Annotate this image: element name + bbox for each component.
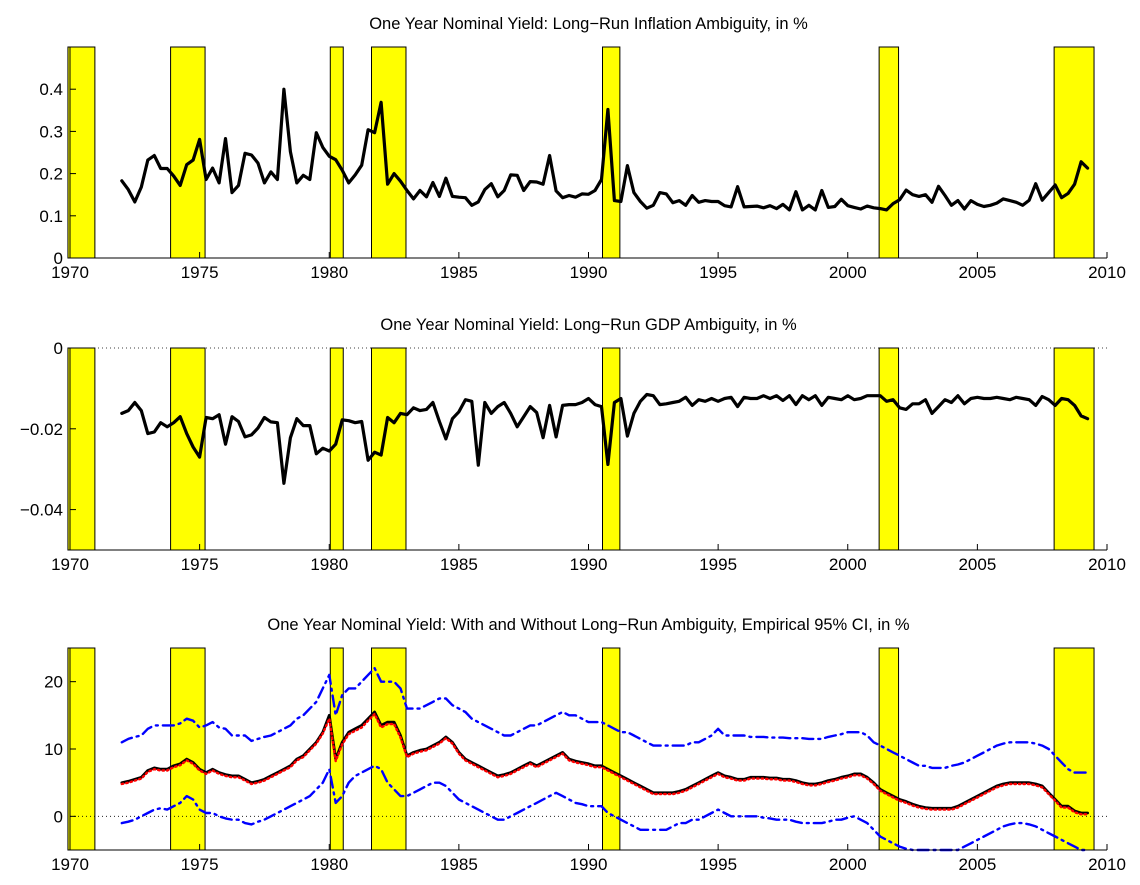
recession-band-1-6: [878, 46, 900, 259]
x-tick-label-3-2: 1975: [181, 855, 219, 874]
recession-band-2-4: [371, 347, 407, 551]
x-tick-label-1-4: 1985: [440, 263, 478, 282]
x-tick-label-1-5: 1990: [570, 263, 608, 282]
y-tick-label-2-1: 0: [54, 339, 63, 358]
x-tick-label-2-9: 2010: [1088, 555, 1126, 574]
y-tick-label-3-3: 20: [44, 673, 63, 692]
series-line-3-1: [120, 667, 1089, 774]
panel-2: 1970 1975 1980 1985 1990 1995 2000 2005 2010 0 −0.…: [20, 316, 1126, 574]
y-tick-label-1-2: 0.1: [39, 207, 63, 226]
x-tick-label-1-2: 1975: [181, 263, 219, 282]
y-tick-label-1-5: 0.4: [39, 80, 63, 99]
recession-band-3-4: [371, 647, 407, 851]
y-tick-label-2-2: −0.02: [20, 420, 63, 439]
y-tick-label-3-1: 0: [54, 807, 63, 826]
x-tick-label-3-8: 2005: [958, 855, 996, 874]
x-tick-label-2-4: 1985: [440, 555, 478, 574]
recession-band-1-1: [67, 46, 96, 259]
x-tick-label-1-9: 2010: [1088, 263, 1126, 282]
x-tick-label-3-4: 1985: [440, 855, 478, 874]
recession-band-1-4: [371, 46, 407, 259]
recession-band-1-2: [170, 46, 206, 259]
x-tick-label-3-3: 1980: [310, 855, 348, 874]
y-tick-label-1-1: 0: [54, 249, 63, 268]
recession-band-2-6: [878, 347, 900, 551]
y-tick-label-1-3: 0.2: [39, 165, 63, 184]
x-tick-label-3-6: 1995: [699, 855, 737, 874]
x-tick-label-2-5: 1990: [570, 555, 608, 574]
recession-band-1-7: [1053, 46, 1095, 259]
x-tick-label-2-1: 1970: [51, 555, 89, 574]
chart-title-3: One Year Nominal Yield: With and Without…: [267, 616, 909, 634]
recession-band-2-7: [1053, 347, 1095, 551]
recession-band-1-3: [329, 46, 344, 259]
panel-1: 1970 1975 1980 1985 1990 1995 2000 2005 2010 0 0.1…: [39, 15, 1126, 282]
x-tick-label-3-9: 2010: [1088, 855, 1126, 874]
series-line-3-4: [120, 712, 1089, 816]
x-tick-label-1-6: 1995: [699, 263, 737, 282]
x-tick-label-2-7: 2000: [829, 555, 867, 574]
recession-band-3-7: [1053, 647, 1095, 851]
x-tick-label-2-6: 1995: [699, 555, 737, 574]
x-tick-label-1-3: 1980: [310, 263, 348, 282]
x-tick-label-3-7: 2000: [829, 855, 867, 874]
x-tick-label-3-5: 1990: [570, 855, 608, 874]
x-tick-label-2-8: 2005: [958, 555, 996, 574]
recession-band-2-1: [67, 347, 96, 551]
y-tick-label-2-3: −0.04: [20, 501, 63, 520]
x-tick-label-2-3: 1980: [310, 555, 348, 574]
y-tick-label-3-2: 10: [44, 740, 63, 759]
series-line-1-1: [120, 87, 1090, 212]
recession-band-3-2: [170, 647, 206, 851]
x-tick-label-1-1: 1970: [51, 263, 89, 282]
chart-title-1: One Year Nominal Yield: Long−Run Inflati…: [369, 15, 808, 33]
series-line-2-1: [120, 392, 1090, 485]
x-tick-label-3-1: 1970: [51, 855, 89, 874]
recession-band-3-5: [601, 647, 621, 851]
x-tick-label-1-7: 2000: [829, 263, 867, 282]
x-tick-label-2-2: 1975: [181, 555, 219, 574]
x-tick-label-1-8: 2005: [958, 263, 996, 282]
y-tick-label-1-4: 0.3: [39, 122, 63, 141]
panel-3: 1970 1975 1980 1985 1990 1995 2000 2005 2010 0 10 2…: [44, 616, 1126, 874]
chart-title-2: One Year Nominal Yield: Long−Run GDP Amb…: [380, 316, 797, 334]
